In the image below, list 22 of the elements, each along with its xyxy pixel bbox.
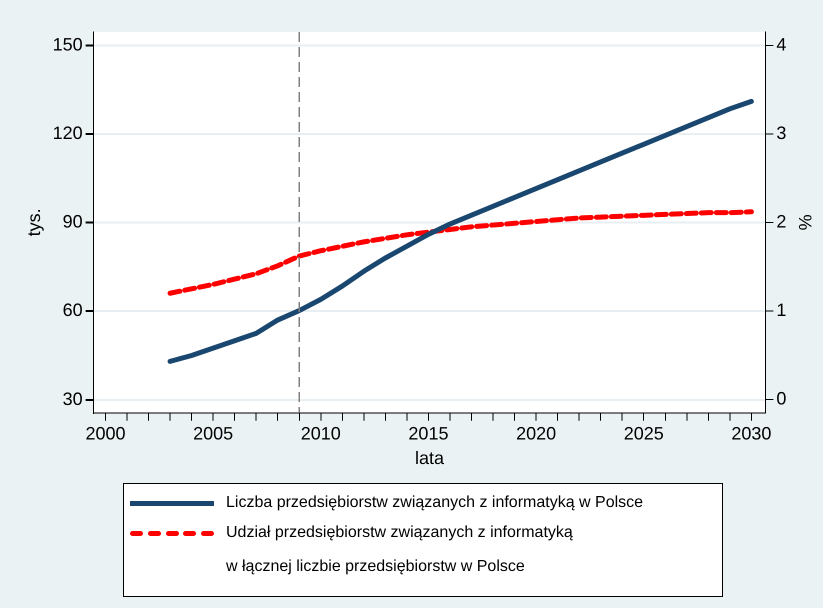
x-tick-label: 2020 xyxy=(516,424,556,444)
y-tick-label: 120 xyxy=(52,122,83,143)
x-tick-label: 2015 xyxy=(408,424,448,444)
y-tick-label: 30 xyxy=(62,388,83,409)
legend-label: Liczba przedsiębiorstw związanych z informatyką w Polsce xyxy=(226,493,644,513)
y2-tick-label: 0 xyxy=(776,388,786,408)
y-axis-title: tys. xyxy=(24,208,44,236)
y2-axis-title: % xyxy=(795,214,816,230)
y-tick-label: 60 xyxy=(62,300,83,320)
x-tick-label: 2030 xyxy=(731,424,772,444)
legend-label: Udział przedsiębiorstw związanych z informatyką w łącznej liczbie przedsiębiorstw w Polsce xyxy=(226,523,573,577)
y2-tick-label: 4 xyxy=(776,34,786,54)
x-tick-label: 2000 xyxy=(85,424,126,444)
y2-tick-label: 1 xyxy=(776,300,786,320)
x-tick-label: 2005 xyxy=(193,424,234,444)
y2-tick-label: 2 xyxy=(776,211,786,232)
x-tick-label: 2010 xyxy=(300,424,341,444)
x-tick-label: 2025 xyxy=(624,424,664,444)
y2-tick-label: 3 xyxy=(776,122,786,143)
y-tick-label: 150 xyxy=(52,34,83,54)
x-axis-title: lata xyxy=(414,448,446,468)
y-tick-label: 90 xyxy=(62,212,83,232)
